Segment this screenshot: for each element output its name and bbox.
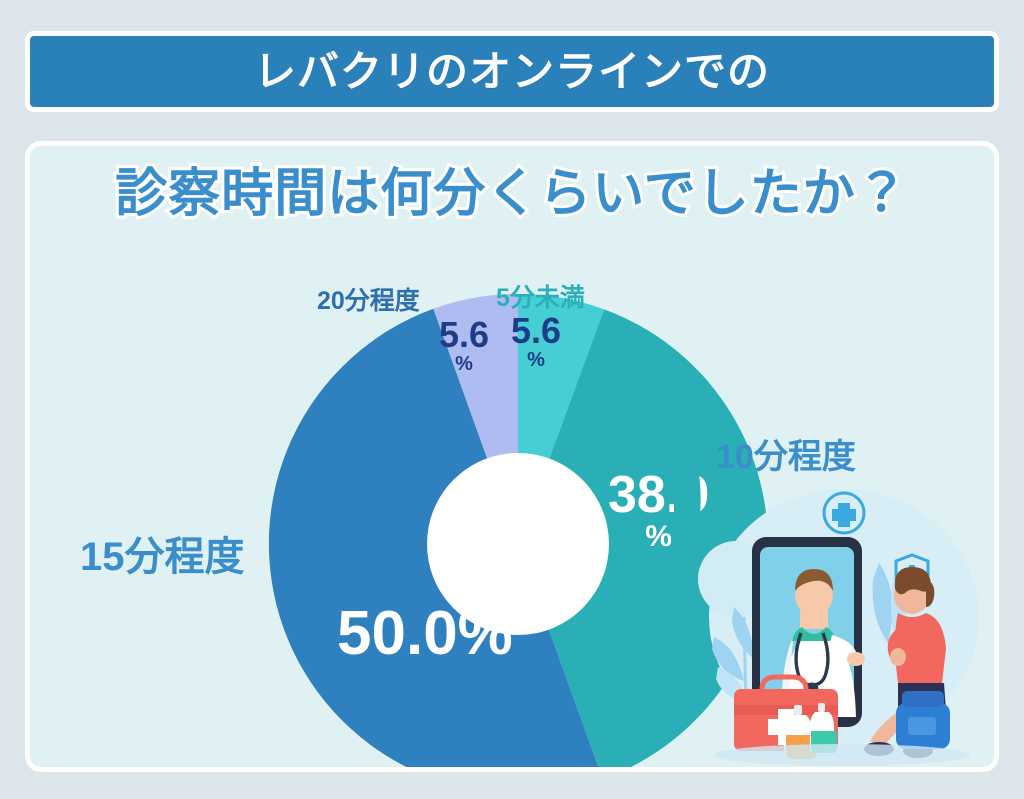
slice-label-under5min: 5分未満 — [496, 284, 585, 312]
illustration-teal-edge — [674, 467, 701, 585]
chart-question-subtitle: 診察時間は何分くらいでしたか？ — [112, 162, 910, 225]
slice-value-20min: 5.6 % — [439, 314, 490, 376]
slice-value-unit-under5min: % — [527, 349, 545, 372]
slice-label-20min: 20分程度 — [317, 287, 420, 315]
illustration-ground-shadow — [714, 744, 970, 766]
slice-value-under5min: 5.6 % — [511, 310, 562, 372]
slice-value-unit-10min: % — [645, 520, 672, 554]
content-panel: 診察時間は何分くらいでしたか？ 20分程度 5分未満 10分程度 15分程度 5… — [25, 141, 999, 772]
slice-value-number-15min: 50.0% — [337, 599, 513, 668]
donut-chart-svg — [268, 294, 768, 767]
slice-label-15min: 15分程度 — [80, 535, 245, 579]
telemedicine-illustration — [674, 467, 979, 766]
donut-chart: 20分程度 5分未満 10分程度 15分程度 5.6 % 5.6 % 38.9 … — [30, 146, 994, 767]
donut-slice-1 — [518, 309, 768, 767]
slice-value-number-under5min: 5.6 — [511, 310, 562, 351]
slice-value-15min: 50.0% — [337, 599, 513, 668]
slice-value-unit-20min: % — [455, 353, 473, 376]
donut-center-hole — [427, 453, 609, 635]
medical-cross-icon — [822, 491, 866, 535]
slice-label-10min: 10分程度 — [716, 438, 856, 476]
header-banner: レバクリのオンラインでの — [25, 31, 999, 112]
slice-value-number-20min: 5.6 — [439, 314, 490, 355]
page-title: レバクリのオンラインでの — [253, 47, 770, 95]
stool-icon — [896, 691, 950, 749]
